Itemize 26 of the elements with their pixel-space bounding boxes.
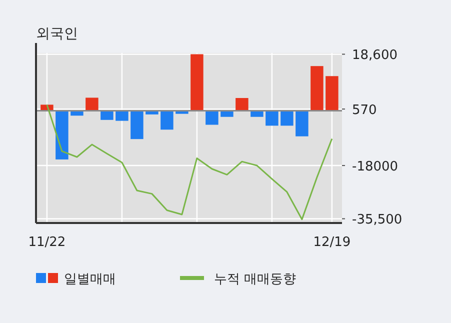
bar	[86, 98, 98, 111]
y-tick-label: -35,500	[352, 212, 402, 228]
bar	[160, 110, 174, 130]
bar	[296, 110, 308, 136]
bar	[236, 98, 248, 111]
bar	[266, 110, 278, 126]
bar	[116, 110, 128, 121]
bar	[280, 110, 294, 126]
x-tick-label: 11/22	[28, 235, 66, 250]
bar	[130, 110, 144, 140]
x-tick-label: 12/19	[313, 235, 351, 250]
bar	[220, 110, 234, 117]
bar	[190, 54, 204, 111]
y-tick-label: 18,600	[352, 48, 398, 64]
bar	[100, 110, 114, 120]
bar	[310, 66, 324, 111]
legend-label: 일별매매	[64, 272, 116, 287]
chart-title: 외국인	[36, 26, 78, 42]
bar	[206, 110, 218, 125]
bar	[250, 110, 264, 117]
line-series	[46, 104, 333, 220]
bar	[56, 110, 68, 160]
y-tick-label: 570	[352, 103, 377, 118]
bar	[326, 76, 338, 111]
legend-label: 누적 매매동향	[214, 272, 296, 287]
y-tick-label: -18000	[352, 160, 398, 175]
